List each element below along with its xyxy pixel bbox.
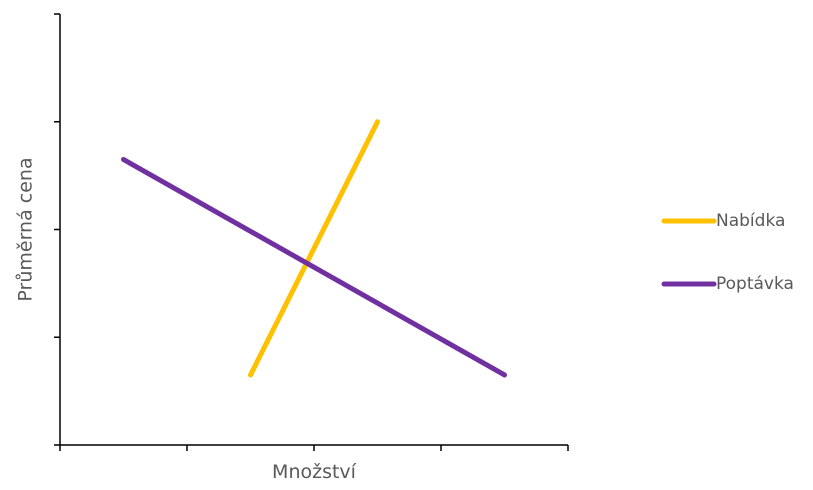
legend-label: Nabídka (716, 211, 785, 231)
legend-label: Poptávka (716, 274, 794, 294)
y-axis-title: Průměrná cena (15, 157, 37, 301)
legend-item-poptavka: Poptávka (661, 274, 794, 294)
legend: Nabídka Poptávka (661, 211, 794, 294)
y-axis-ticks (54, 13, 60, 446)
series-lines (121, 119, 507, 378)
x-axis-ticks (59, 445, 569, 451)
x-axis-title: Množství (272, 461, 357, 483)
series-line-nabidka (248, 119, 380, 378)
series-line-poptavka (121, 156, 507, 378)
legend-item-nabidka: Nabídka (661, 211, 785, 231)
plot-area (54, 13, 569, 451)
